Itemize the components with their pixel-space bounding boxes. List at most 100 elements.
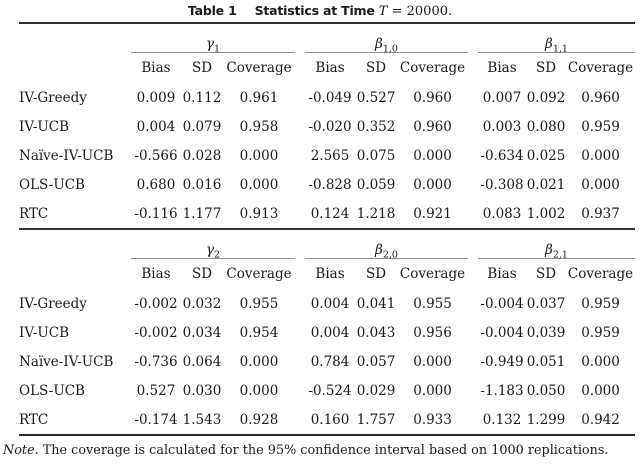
table-row: IV-Greedy 0.009 0.112 0.961 -0.049 0.527 0.960… [19, 83, 635, 112]
group-gap [468, 83, 478, 112]
table-cell: 0.000 [413, 147, 452, 164]
table-cell: -0.049 [308, 89, 352, 106]
table-cell: -0.174 [134, 411, 178, 428]
greek-symbol: β [545, 242, 553, 258]
table-row: OLS-UCB 0.680 0.016 0.000 -0.828 0.059 0.000 -0… [19, 170, 635, 199]
table-row: IV-UCB -0.002 0.034 0.954 0.004 0.043 0.956 -0.… [19, 318, 635, 347]
table-cell: 0.030 [182, 382, 222, 399]
footnote-text: The coverage is calculated for the 95% c… [38, 443, 609, 458]
row-label: IV-Greedy [19, 295, 87, 312]
group-gap [295, 259, 305, 290]
table-cell: 0.955 [413, 295, 452, 312]
table-row: RTC -0.116 1.177 0.913 0.124 1.218 0.921 0.083 1… [19, 199, 635, 228]
column-header-coverage: Coverage [399, 266, 466, 282]
column-header-sd: SD [191, 266, 213, 282]
greek-symbol: β [375, 242, 383, 258]
row-label: IV-UCB [19, 324, 70, 341]
group-gap [295, 199, 305, 228]
greek-subscript: 2,1 [552, 249, 568, 261]
table-cell: 0.004 [310, 295, 350, 312]
column-header-sd: SD [365, 60, 387, 76]
table-cell: 0.007 [482, 89, 522, 106]
table-cell: 0.000 [581, 353, 620, 370]
table-cell: -0.004 [480, 295, 524, 312]
column-header-bias: Bias [315, 60, 345, 76]
table-cell: 0.959 [581, 295, 620, 312]
group-header-row: γ1 β1,0 β1,1 [19, 24, 636, 55]
greek-subscript: 1 [214, 43, 221, 55]
row-label: RTC [19, 411, 49, 428]
table-cell: 0.000 [581, 382, 620, 399]
column-header-coverage: Coverage [399, 60, 466, 76]
greek-subscript: 2 [214, 249, 221, 261]
table-cell: 0.079 [182, 118, 222, 135]
table-row: Naïve-IV-UCB -0.566 0.028 0.000 2.565 0.075 0.… [19, 141, 635, 170]
table-cell: 0.928 [239, 411, 279, 428]
column-header-sd: SD [365, 266, 387, 282]
group-gap [295, 24, 305, 53]
column-header-bias: Bias [487, 60, 517, 76]
row-label-spacer [19, 259, 131, 290]
table-number-label: Table 1 [187, 3, 237, 18]
table-cell: 0.083 [482, 205, 522, 222]
group-gap [295, 83, 305, 112]
table-cell: -0.002 [134, 324, 178, 341]
column-header-row: Bias SD Coverage Bias SD Coverage Bias SD Covera… [19, 259, 635, 290]
column-header-row: Bias SD Coverage Bias SD Coverage Bias SD Covera… [19, 53, 635, 84]
table-cell: 0.075 [356, 147, 396, 164]
group-gap [468, 318, 478, 347]
table-cell: -1.183 [480, 382, 524, 399]
column-header-coverage: Coverage [226, 60, 292, 76]
row-label: Naïve-IV-UCB [19, 353, 114, 370]
table-title: Table 1 Statistics at Time T = 20000. [0, 0, 640, 22]
table-cell: 0.921 [413, 205, 452, 222]
column-header-sd: SD [535, 60, 557, 76]
table-cell: 0.057 [356, 353, 396, 370]
column-header-coverage: Coverage [567, 60, 634, 76]
table-cell: 0.000 [413, 382, 452, 399]
table-cell: 0.933 [413, 411, 452, 428]
table-row: IV-UCB 0.004 0.079 0.958 -0.020 0.352 0.960 0.0… [19, 112, 635, 141]
column-header-bias: Bias [487, 266, 517, 282]
row-label: RTC [19, 205, 49, 222]
table-cell: 0.955 [239, 295, 279, 312]
table-cell: 0.937 [581, 205, 620, 222]
greek-symbol: β [545, 36, 553, 52]
table-cell: 0.028 [182, 147, 222, 164]
table-cell: 0.039 [526, 324, 566, 341]
row-label: IV-Greedy [19, 89, 87, 106]
table-row: RTC -0.174 1.543 0.928 0.160 1.757 0.933 0.132 1… [19, 405, 635, 434]
row-label: OLS-UCB [19, 176, 85, 193]
row-label: IV-UCB [19, 118, 70, 135]
group-gap [295, 141, 305, 170]
table-cell: 0.960 [413, 89, 452, 106]
greek-subscript: 1,1 [552, 43, 568, 55]
table-caption: Statistics at Time [254, 3, 375, 18]
table-cell: 0.000 [239, 176, 279, 193]
column-header-sd: SD [535, 266, 557, 282]
table-cell: 1.757 [356, 411, 396, 428]
table-cell: 0.034 [182, 324, 222, 341]
table-cell: 0.064 [182, 353, 222, 370]
statistics-table: γ1 β1,0 β1,1 Bias SD Coverage Bias SD Coverage Bi… [0, 24, 640, 436]
panel-separator-rule [19, 228, 635, 230]
group-gap [468, 347, 478, 376]
table-cell: 1.299 [526, 411, 566, 428]
column-header-bias: Bias [315, 266, 345, 282]
table-cell: 1.543 [182, 411, 222, 428]
table-cell: 0.080 [526, 118, 566, 135]
table-cell: 0.958 [239, 118, 279, 135]
group-gap [468, 376, 478, 405]
table-cell: 0.029 [356, 382, 396, 399]
group-header-β2,0: β2,0 [305, 230, 469, 260]
table-cell: 0.959 [581, 118, 620, 135]
group-gap [295, 230, 305, 259]
table-cell: 0.043 [356, 324, 396, 341]
group-header-γ1: γ1 [131, 24, 296, 55]
group-header-β2,1: β2,1 [478, 230, 636, 261]
stats-table-panel-2: γ2 β2,0 β2,1 Bias SD Coverage Bias SD Coverage Bi… [19, 230, 636, 434]
column-header-sd: SD [191, 60, 213, 76]
row-label: OLS-UCB [19, 382, 85, 399]
group-header-β1,0: β1,0 [305, 24, 469, 54]
table-cell: -0.002 [134, 295, 178, 312]
